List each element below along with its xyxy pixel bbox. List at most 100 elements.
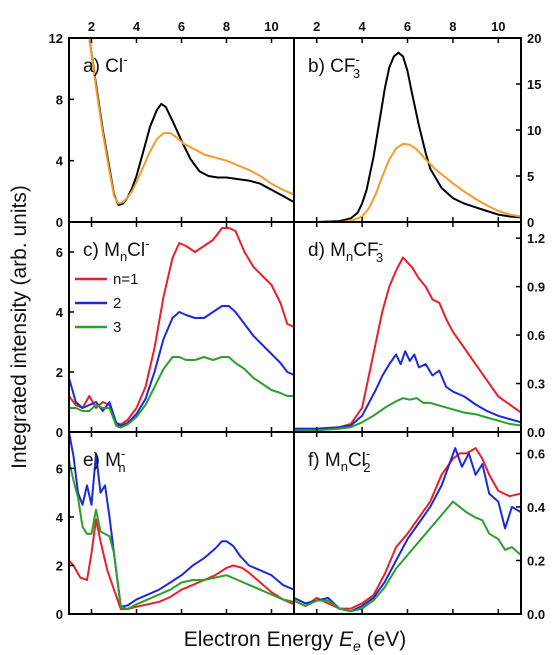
panel-label-sub: n xyxy=(118,460,125,475)
series-line-f-3 xyxy=(294,500,521,613)
panel-label-b: b) CF-3 xyxy=(308,52,360,81)
series-line-e-2 xyxy=(69,432,294,608)
panel-label-a: a) Cl- xyxy=(83,52,127,77)
panel-d: 0.0 0.3 0.6 0.9 1.2 d) MnCF-3 xyxy=(293,221,545,440)
y-tick-label: 15 xyxy=(527,77,541,92)
series-group-a xyxy=(88,38,294,207)
panel-label-sup: - xyxy=(121,446,125,461)
y-tick-label: 2 xyxy=(56,558,63,573)
y-tick-label: 6 xyxy=(56,461,63,476)
series-line-c-2 xyxy=(69,305,294,427)
x-tick-label: 10 xyxy=(264,19,278,34)
y-axis-label: Integrated intensity (arb. units) xyxy=(8,185,31,469)
panel-label-mid-sub: n xyxy=(120,249,127,264)
series-group-f xyxy=(294,447,521,613)
y-tick-label: 4 xyxy=(56,305,64,320)
x-axis-label-var: E xyxy=(339,628,354,651)
y-tick-label: 0.6 xyxy=(527,446,545,461)
y-tick-label: 0.3 xyxy=(527,377,545,392)
y-tick-label: 0.0 xyxy=(527,425,545,440)
panel-b: 2 4 6 8 10 0 5 10 15 20 b) CF-3 xyxy=(293,19,541,230)
series-line-b-1 xyxy=(294,51,521,222)
x-tick-label: 6 xyxy=(404,19,411,34)
panel-label-sup: - xyxy=(379,236,383,251)
y-tick-label: 0.2 xyxy=(527,553,545,568)
series-line-e-3 xyxy=(69,460,294,611)
legend-label: 3 xyxy=(113,319,121,336)
series-line-d-2 xyxy=(294,350,521,430)
panel-label-main: c) M xyxy=(83,240,120,261)
x-tick-label: 4 xyxy=(358,19,366,34)
panel-label-main: e) M xyxy=(83,450,121,471)
y-tick-label: 0 xyxy=(56,425,63,440)
panel-e: 0 2 4 6 e) M-n xyxy=(56,431,295,622)
series-group-b xyxy=(294,51,521,222)
y-tick-label: 4 xyxy=(56,154,64,169)
panel-label-sub: 3 xyxy=(376,250,383,265)
y-tick-label: 0 xyxy=(56,215,63,230)
panel-label-e: e) M-n xyxy=(83,446,126,475)
y-tick-label: 0.6 xyxy=(527,328,545,343)
panel-label-mid-sub: n xyxy=(346,249,353,264)
panel-label-after: Cl xyxy=(127,240,145,261)
series-group-d xyxy=(294,256,521,432)
y-tick-label: 20 xyxy=(527,31,541,46)
y-tick-label: 6 xyxy=(56,245,63,260)
x-axis-label-suffix: (eV) xyxy=(361,628,407,651)
y-tick-label: 10 xyxy=(527,123,541,138)
series-line-e-n=1 xyxy=(69,518,294,611)
panel-label-mid-sub: n xyxy=(341,459,348,474)
series-line-a-2 xyxy=(88,38,294,205)
series-line-c-3 xyxy=(69,356,294,429)
x-tick-label: 6 xyxy=(178,19,185,34)
y-tick-label: 0.4 xyxy=(527,500,546,515)
panel-label-f: f) MnCl-2 xyxy=(308,446,370,475)
series-group-c xyxy=(69,227,294,429)
panel-label-sub: 3 xyxy=(353,66,360,81)
panel-label-after: CF xyxy=(353,240,378,261)
series-line-b-2 xyxy=(294,142,521,222)
x-tick-label: 10 xyxy=(491,19,505,34)
y-tick-label: 5 xyxy=(527,169,534,184)
panel-label-sub: 2 xyxy=(363,460,370,475)
series-group-e xyxy=(69,432,294,611)
panel-label-main: a) Cl xyxy=(83,56,123,77)
panel-label-main: b) CF xyxy=(308,56,356,77)
series-line-d-3 xyxy=(294,397,521,432)
y-tick-label: 0 xyxy=(56,607,63,622)
legend-label: n=1 xyxy=(113,271,138,288)
y-tick-label: 8 xyxy=(56,92,63,107)
x-tick-label: 2 xyxy=(313,19,320,34)
legend-label: 2 xyxy=(113,295,121,312)
y-tick-label: 1.2 xyxy=(527,231,545,246)
y-tick-label: 0 xyxy=(527,215,534,230)
panel-label-after: Cl xyxy=(348,450,366,471)
panel-a: 2 4 6 8 10 0 4 8 12 a) Cl- xyxy=(49,19,295,230)
x-tick-label: 4 xyxy=(133,19,141,34)
x-tick-label: 8 xyxy=(223,19,230,34)
x-tick-label: 2 xyxy=(88,19,95,34)
panel-label-sup: - xyxy=(145,236,149,251)
series-line-d-n=1 xyxy=(294,256,521,430)
y-tick-label: 0.9 xyxy=(527,280,545,295)
x-tick-label: 8 xyxy=(449,19,456,34)
series-line-c-n=1 xyxy=(69,227,294,426)
x-axis-label-sub: e xyxy=(353,638,361,654)
x-axis-label-prefix: Electron Energy xyxy=(184,628,339,651)
panel-label-sup: - xyxy=(123,52,127,67)
panel-label-c: c) MnCl- xyxy=(83,236,149,264)
y-tick-label: 12 xyxy=(49,31,63,46)
panel-label-sup: - xyxy=(366,446,370,461)
y-tick-label: 0.0 xyxy=(527,607,545,622)
panel-label-d: d) MnCF-3 xyxy=(308,236,383,265)
panel-label-main: d) M xyxy=(308,240,346,261)
panel-label-main: f) M xyxy=(308,450,341,471)
y-tick-label: 2 xyxy=(56,365,63,380)
y-tick-label: 4 xyxy=(56,510,64,525)
panel-label-sup: - xyxy=(356,52,360,67)
panel-f: 0.0 0.2 0.4 0.6 f) MnCl-2 xyxy=(293,431,546,622)
x-axis-label: Electron Energy Ee (eV) xyxy=(184,628,407,654)
